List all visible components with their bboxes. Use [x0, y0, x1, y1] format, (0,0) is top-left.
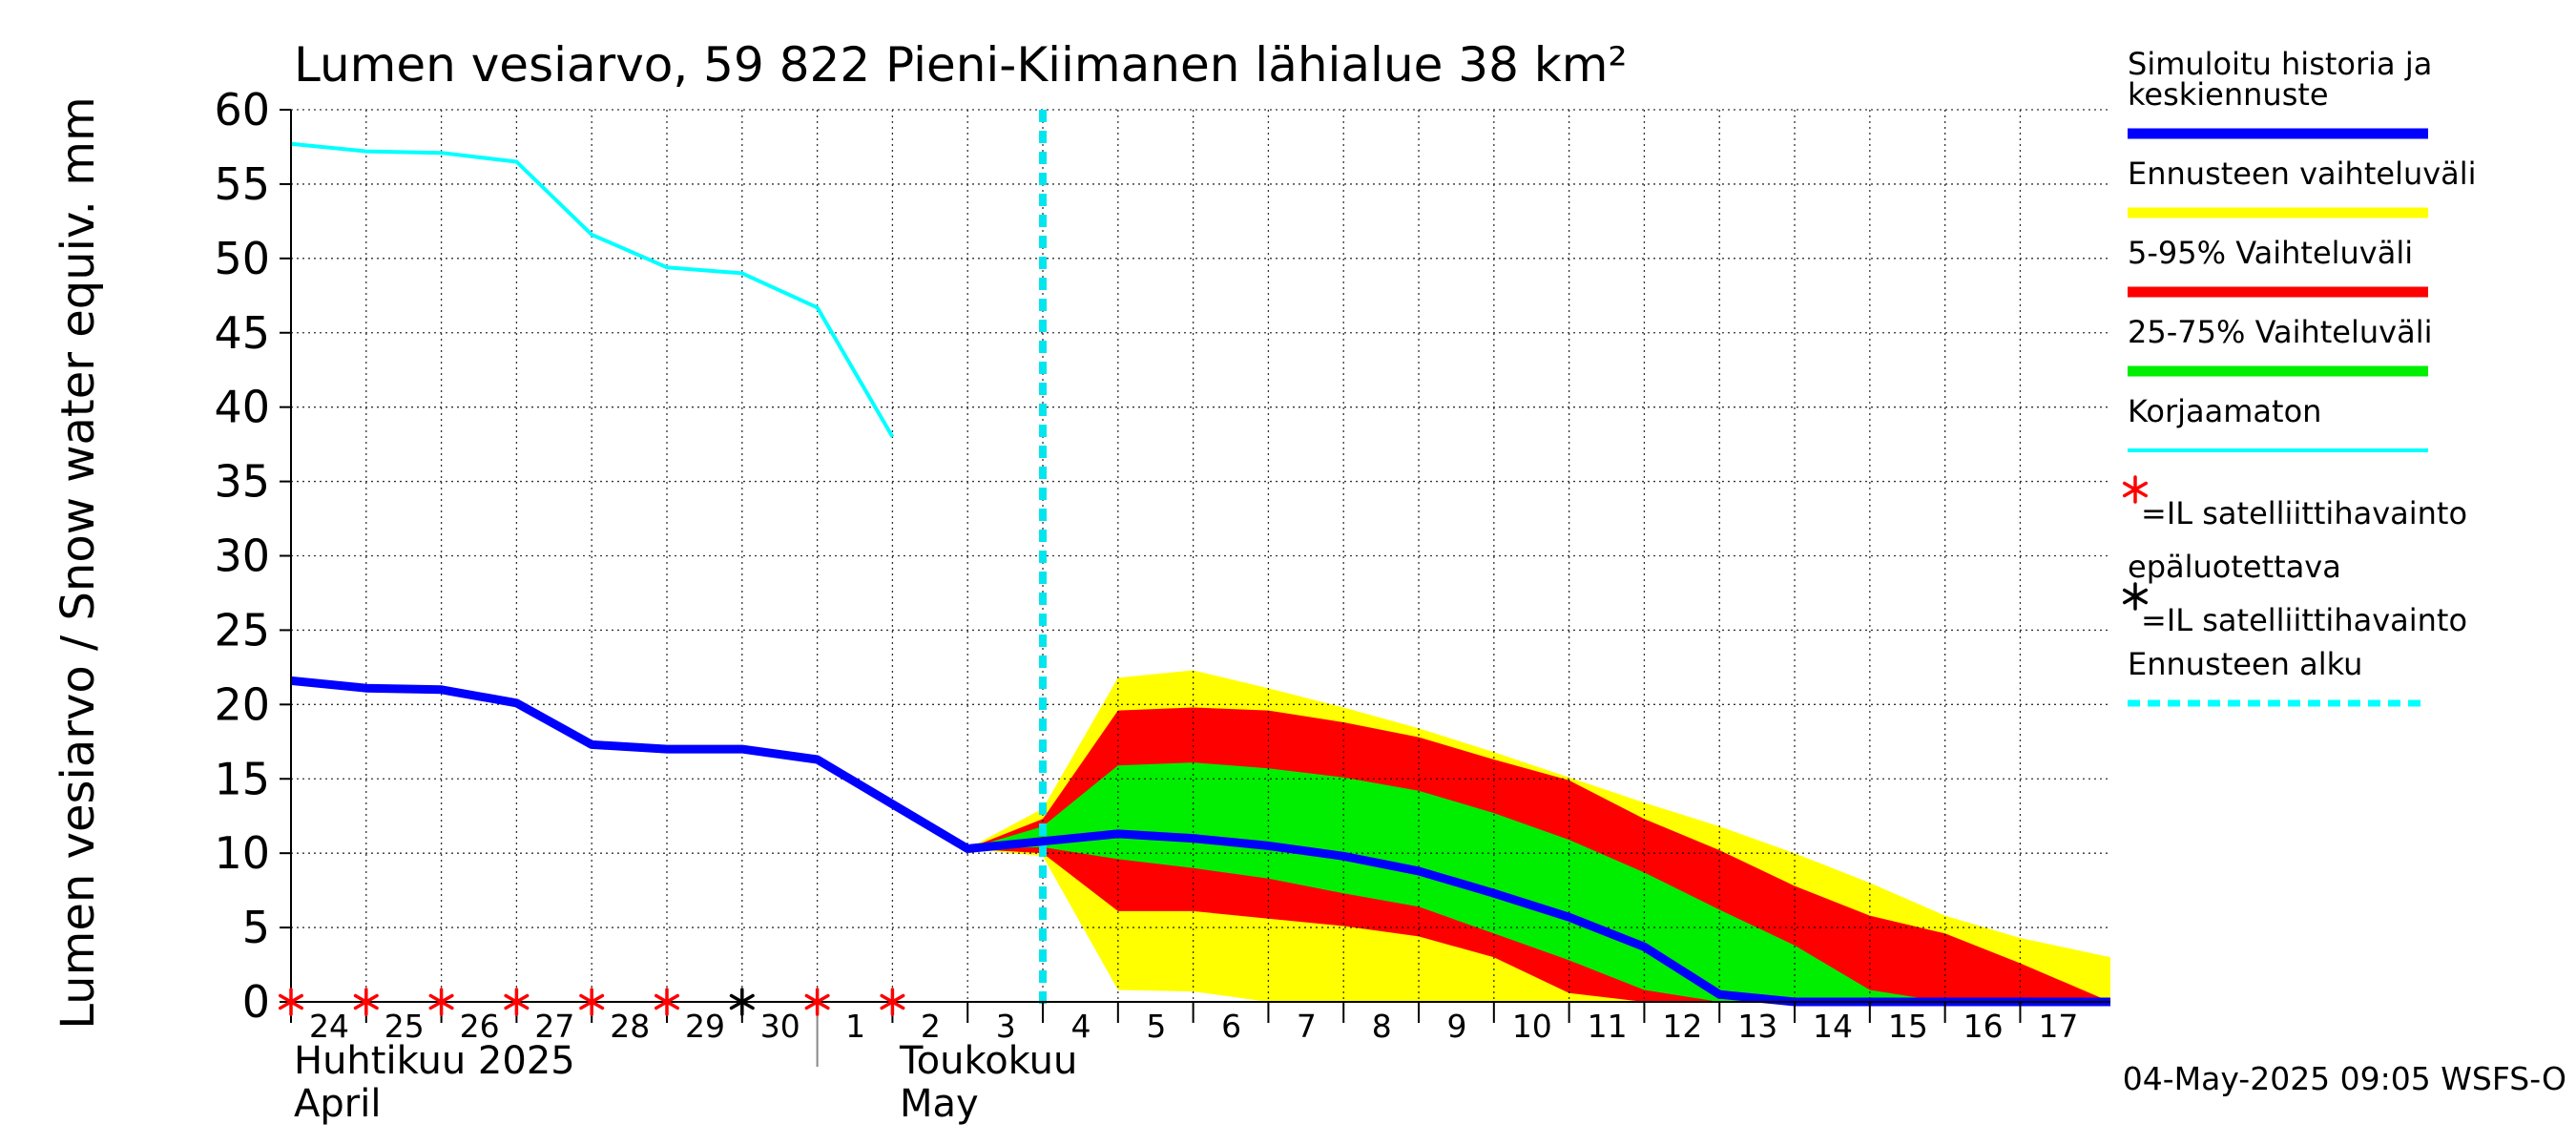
y-tick-label-11: 55 — [214, 158, 270, 210]
x-tick-label-5: 29 — [685, 1008, 725, 1045]
x-tick-label-0: 24 — [309, 1008, 349, 1045]
y-tick-label-3: 15 — [214, 753, 270, 804]
x-tick-label-10: 4 — [1071, 1008, 1091, 1045]
x-tick-label-20: 14 — [1813, 1008, 1853, 1045]
legend-entry-7: Ennusteen alku — [2128, 646, 2428, 707]
marker-0-7 — [880, 988, 905, 1016]
x-tick-label-12: 6 — [1221, 1008, 1241, 1045]
marker-0-5 — [654, 988, 680, 1016]
marker-0-6 — [804, 988, 830, 1016]
y-tick-label-7: 35 — [214, 456, 270, 508]
x-tick-label-16: 10 — [1512, 1008, 1552, 1045]
legend-label-0-0: Simuloitu historia ja — [2128, 46, 2432, 82]
legend-star-5-stroke-2 — [2122, 481, 2149, 498]
legend-label-4-0: Korjaamaton — [2128, 393, 2321, 429]
legend-entry-3: 25-75% Vaihteluväli — [2128, 314, 2432, 377]
x-tick-label-18: 12 — [1662, 1008, 1702, 1045]
x-tick-label-23: 17 — [2038, 1008, 2078, 1045]
legend-label-6-0: =IL satelliittihavainto — [2141, 602, 2467, 638]
y-axis-label: Lumen vesiarvo / Snow water equiv. mm — [52, 96, 105, 1029]
x-tick-label-8: 2 — [921, 1008, 941, 1045]
marker-1-0-stroke-2 — [729, 993, 755, 1010]
y-tick-label-10: 50 — [214, 233, 270, 284]
legend-star-6-stroke-2 — [2122, 588, 2149, 605]
x-tick-label-19: 13 — [1737, 1008, 1777, 1045]
marker-0-4 — [579, 988, 605, 1016]
x-tick-label-22: 16 — [1963, 1008, 2004, 1045]
marker-0-2-stroke-2 — [428, 993, 454, 1010]
legend-star-5 — [2122, 475, 2149, 504]
legend-star-6 — [2122, 582, 2149, 611]
y-tick-label-6: 30 — [214, 531, 270, 582]
y-tick-label-0: 0 — [242, 976, 270, 1028]
y-tick-label-2: 10 — [214, 827, 270, 879]
marker-0-0 — [278, 988, 304, 1016]
legend-label-3-0: 25-75% Vaihteluväli — [2128, 314, 2432, 350]
marker-0-1 — [353, 988, 379, 1016]
marker-0-6-stroke-2 — [804, 993, 830, 1010]
marker-0-1-stroke-2 — [353, 993, 379, 1010]
legend-entry-5: =IL satelliittihavainto epäluotettava — [2122, 475, 2467, 585]
month-label-may-1: Toukokuu — [899, 1039, 1077, 1083]
x-tick-label-4: 28 — [610, 1008, 650, 1045]
y-tick-label-4: 20 — [214, 678, 270, 730]
legend-label-7-0: Ennusteen alku — [2128, 646, 2362, 682]
legend-entry-1: Ennusteen vaihteluväli — [2128, 156, 2477, 219]
x-tick-label-15: 9 — [1447, 1008, 1467, 1045]
legend-label-0-1: keskiennuste — [2128, 76, 2329, 113]
legend-label-2-0: 5-95% Vaihteluväli — [2128, 235, 2413, 271]
x-tick-label-1: 25 — [384, 1008, 425, 1045]
x-tick-label-21: 15 — [1888, 1008, 1928, 1045]
marker-1-0 — [729, 988, 755, 1016]
y-tick-label-12: 60 — [214, 84, 270, 135]
x-tick-label-2: 26 — [460, 1008, 500, 1045]
y-tick-label-9: 45 — [214, 307, 270, 359]
chart-title: Lumen vesiarvo, 59 822 Pieni-Kiimanen lä… — [294, 37, 1628, 93]
marker-0-7-stroke-2 — [880, 993, 905, 1010]
x-tick-label-14: 8 — [1372, 1008, 1392, 1045]
marker-0-5-stroke-2 — [654, 993, 680, 1010]
x-tick-label-17: 11 — [1588, 1008, 1628, 1045]
x-tick-label-7: 1 — [845, 1008, 865, 1045]
y-tick-label-1: 5 — [242, 902, 270, 953]
x-tick-label-3: 27 — [534, 1008, 574, 1045]
legend-label-5-0: =IL satelliittihavainto — [2141, 495, 2467, 531]
legend-label-5-1: epäluotettava — [2128, 549, 2341, 585]
legend-label-1-0: Ennusteen vaihteluväli — [2128, 156, 2477, 192]
month-label-april-1: Huhtikuu 2025 — [294, 1039, 575, 1083]
legend-entry-4: Korjaamaton — [2128, 393, 2428, 452]
x-tick-label-13: 7 — [1297, 1008, 1317, 1045]
x-tick-label-9: 3 — [996, 1008, 1016, 1045]
x-tick-label-6: 30 — [760, 1008, 800, 1045]
marker-0-2 — [428, 988, 454, 1016]
legend-entry-6: =IL satelliittihavainto — [2122, 582, 2467, 638]
marker-0-4-stroke-2 — [579, 993, 605, 1010]
marker-0-3-stroke-2 — [504, 993, 530, 1010]
marker-0-0-stroke-2 — [278, 993, 304, 1010]
y-tick-label-8: 40 — [214, 382, 270, 433]
x-tick-label-11: 5 — [1146, 1008, 1166, 1045]
y-tick-label-5: 25 — [214, 604, 270, 656]
band-2 — [967, 762, 2111, 1002]
month-label-april-2: April — [294, 1082, 381, 1126]
timestamp: 04-May-2025 09:05 WSFS-O — [2123, 1060, 2566, 1097]
series-line-1 — [290, 141, 895, 438]
marker-0-3 — [504, 988, 530, 1016]
legend-entry-2: 5-95% Vaihteluväli — [2128, 235, 2428, 298]
month-label-may-2: May — [900, 1082, 979, 1126]
